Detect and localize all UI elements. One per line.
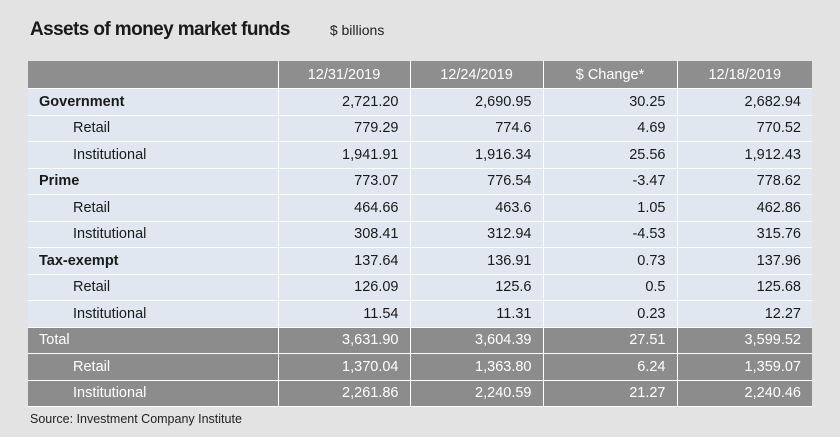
value-cell: 463.6 bbox=[410, 194, 544, 222]
header-row: 12/31/2019 12/24/2019 $ Change* 12/18/20… bbox=[28, 61, 812, 89]
row-label: Institutional bbox=[28, 380, 279, 407]
value-cell: 1,370.04 bbox=[278, 353, 411, 381]
value-cell: 1,359.07 bbox=[677, 353, 812, 381]
value-cell: 137.64 bbox=[278, 247, 411, 275]
value-cell: 312.94 bbox=[410, 221, 544, 248]
value-cell: 30.25 bbox=[543, 88, 678, 116]
value-cell: 1,363.80 bbox=[410, 353, 544, 381]
sub-row: Retail 1,370.04 1,363.80 6.24 1,359.07 bbox=[28, 353, 812, 381]
value-cell: 3,599.52 bbox=[677, 327, 812, 354]
value-cell: 1,916.34 bbox=[410, 141, 544, 169]
value-cell: 27.51 bbox=[543, 327, 678, 354]
column-header-label bbox=[28, 61, 279, 89]
value-cell: 2,721.20 bbox=[278, 88, 411, 116]
value-cell: 6.24 bbox=[543, 353, 678, 381]
value-cell: 315.76 bbox=[677, 221, 812, 248]
value-cell: 2,690.95 bbox=[410, 88, 544, 116]
column-header-12-31-2019: 12/31/2019 bbox=[278, 61, 411, 89]
value-cell: 2,682.94 bbox=[677, 88, 812, 116]
group-row: Tax-exempt 137.64 136.91 0.73 137.96 bbox=[28, 247, 812, 275]
value-cell: 0.73 bbox=[543, 247, 678, 275]
row-label: Retail bbox=[28, 194, 279, 222]
row-label: Institutional bbox=[28, 300, 279, 328]
sub-row: Institutional 11.54 11.31 0.23 12.27 bbox=[28, 300, 812, 328]
value-cell: 464.66 bbox=[278, 194, 411, 222]
assets-table: 12/31/2019 12/24/2019 $ Change* 12/18/20… bbox=[28, 61, 812, 407]
sub-row: Institutional 308.41 312.94 -4.53 315.76 bbox=[28, 221, 812, 248]
sub-row: Retail 464.66 463.6 1.05 462.86 bbox=[28, 194, 812, 222]
table-body: Government 2,721.20 2,690.95 30.25 2,682.94 R… bbox=[28, 88, 812, 407]
group-row: Government 2,721.20 2,690.95 30.25 2,682.94 bbox=[28, 88, 812, 116]
row-label: Institutional bbox=[28, 141, 279, 169]
value-cell: 0.5 bbox=[543, 274, 678, 301]
sub-row: Institutional 2,261.86 2,240.59 21.27 2,240.… bbox=[28, 380, 812, 407]
source-note: Source: Investment Company Institute bbox=[30, 412, 242, 426]
sub-row: Retail 779.29 774.6 4.69 770.52 bbox=[28, 115, 812, 142]
value-cell: 25.56 bbox=[543, 141, 678, 169]
value-cell: 774.6 bbox=[410, 115, 544, 142]
value-cell: -3.47 bbox=[543, 168, 678, 195]
row-label: Tax-exempt bbox=[28, 247, 279, 275]
value-cell: 2,240.46 bbox=[677, 380, 812, 407]
value-cell: -4.53 bbox=[543, 221, 678, 248]
chart-title: Assets of money market funds bbox=[30, 19, 290, 40]
value-cell: 2,261.86 bbox=[278, 380, 411, 407]
title-row: Assets of money market funds $ billions bbox=[30, 19, 384, 49]
row-label: Retail bbox=[28, 274, 279, 301]
value-cell: 3,631.90 bbox=[278, 327, 411, 354]
sub-row: Institutional 1,941.91 1,916.34 25.56 1,912.… bbox=[28, 141, 812, 169]
value-cell: 3,604.39 bbox=[410, 327, 544, 354]
value-cell: 126.09 bbox=[278, 274, 411, 301]
column-header-12-24-2019: 12/24/2019 bbox=[410, 61, 544, 89]
value-cell: 308.41 bbox=[278, 221, 411, 248]
value-cell: 462.86 bbox=[677, 194, 812, 222]
value-cell: 779.29 bbox=[278, 115, 411, 142]
value-cell: 136.91 bbox=[410, 247, 544, 275]
unit-label: $ billions bbox=[329, 22, 385, 38]
row-label: Total bbox=[28, 327, 279, 354]
value-cell: 125.68 bbox=[677, 274, 812, 301]
value-cell: 2,240.59 bbox=[410, 380, 544, 407]
value-cell: 4.69 bbox=[543, 115, 678, 142]
table-header: 12/31/2019 12/24/2019 $ Change* 12/18/20… bbox=[28, 61, 812, 89]
group-row: Prime 773.07 776.54 -3.47 778.62 bbox=[28, 168, 812, 195]
value-cell: 773.07 bbox=[278, 168, 411, 195]
row-label: Retail bbox=[28, 115, 279, 142]
row-label: Institutional bbox=[28, 221, 279, 248]
value-cell: 776.54 bbox=[410, 168, 544, 195]
value-cell: 0.23 bbox=[543, 300, 678, 328]
row-label: Retail bbox=[28, 353, 279, 381]
value-cell: 12.27 bbox=[677, 300, 812, 328]
value-cell: 1,912.43 bbox=[677, 141, 812, 169]
value-cell: 1,941.91 bbox=[278, 141, 411, 169]
column-header-12-18-2019: 12/18/2019 bbox=[677, 61, 812, 89]
row-label: Prime bbox=[28, 168, 279, 195]
value-cell: 11.54 bbox=[278, 300, 411, 328]
sub-row: Retail 126.09 125.6 0.5 125.68 bbox=[28, 274, 812, 301]
value-cell: 137.96 bbox=[677, 247, 812, 275]
value-cell: 21.27 bbox=[543, 380, 678, 407]
value-cell: 11.31 bbox=[410, 300, 544, 328]
value-cell: 770.52 bbox=[677, 115, 812, 142]
column-header-change: $ Change* bbox=[543, 61, 678, 89]
value-cell: 1.05 bbox=[543, 194, 678, 222]
row-label: Government bbox=[28, 88, 279, 116]
total-row: Total 3,631.90 3,604.39 27.51 3,599.52 bbox=[28, 327, 812, 354]
value-cell: 778.62 bbox=[677, 168, 812, 195]
value-cell: 125.6 bbox=[410, 274, 544, 301]
